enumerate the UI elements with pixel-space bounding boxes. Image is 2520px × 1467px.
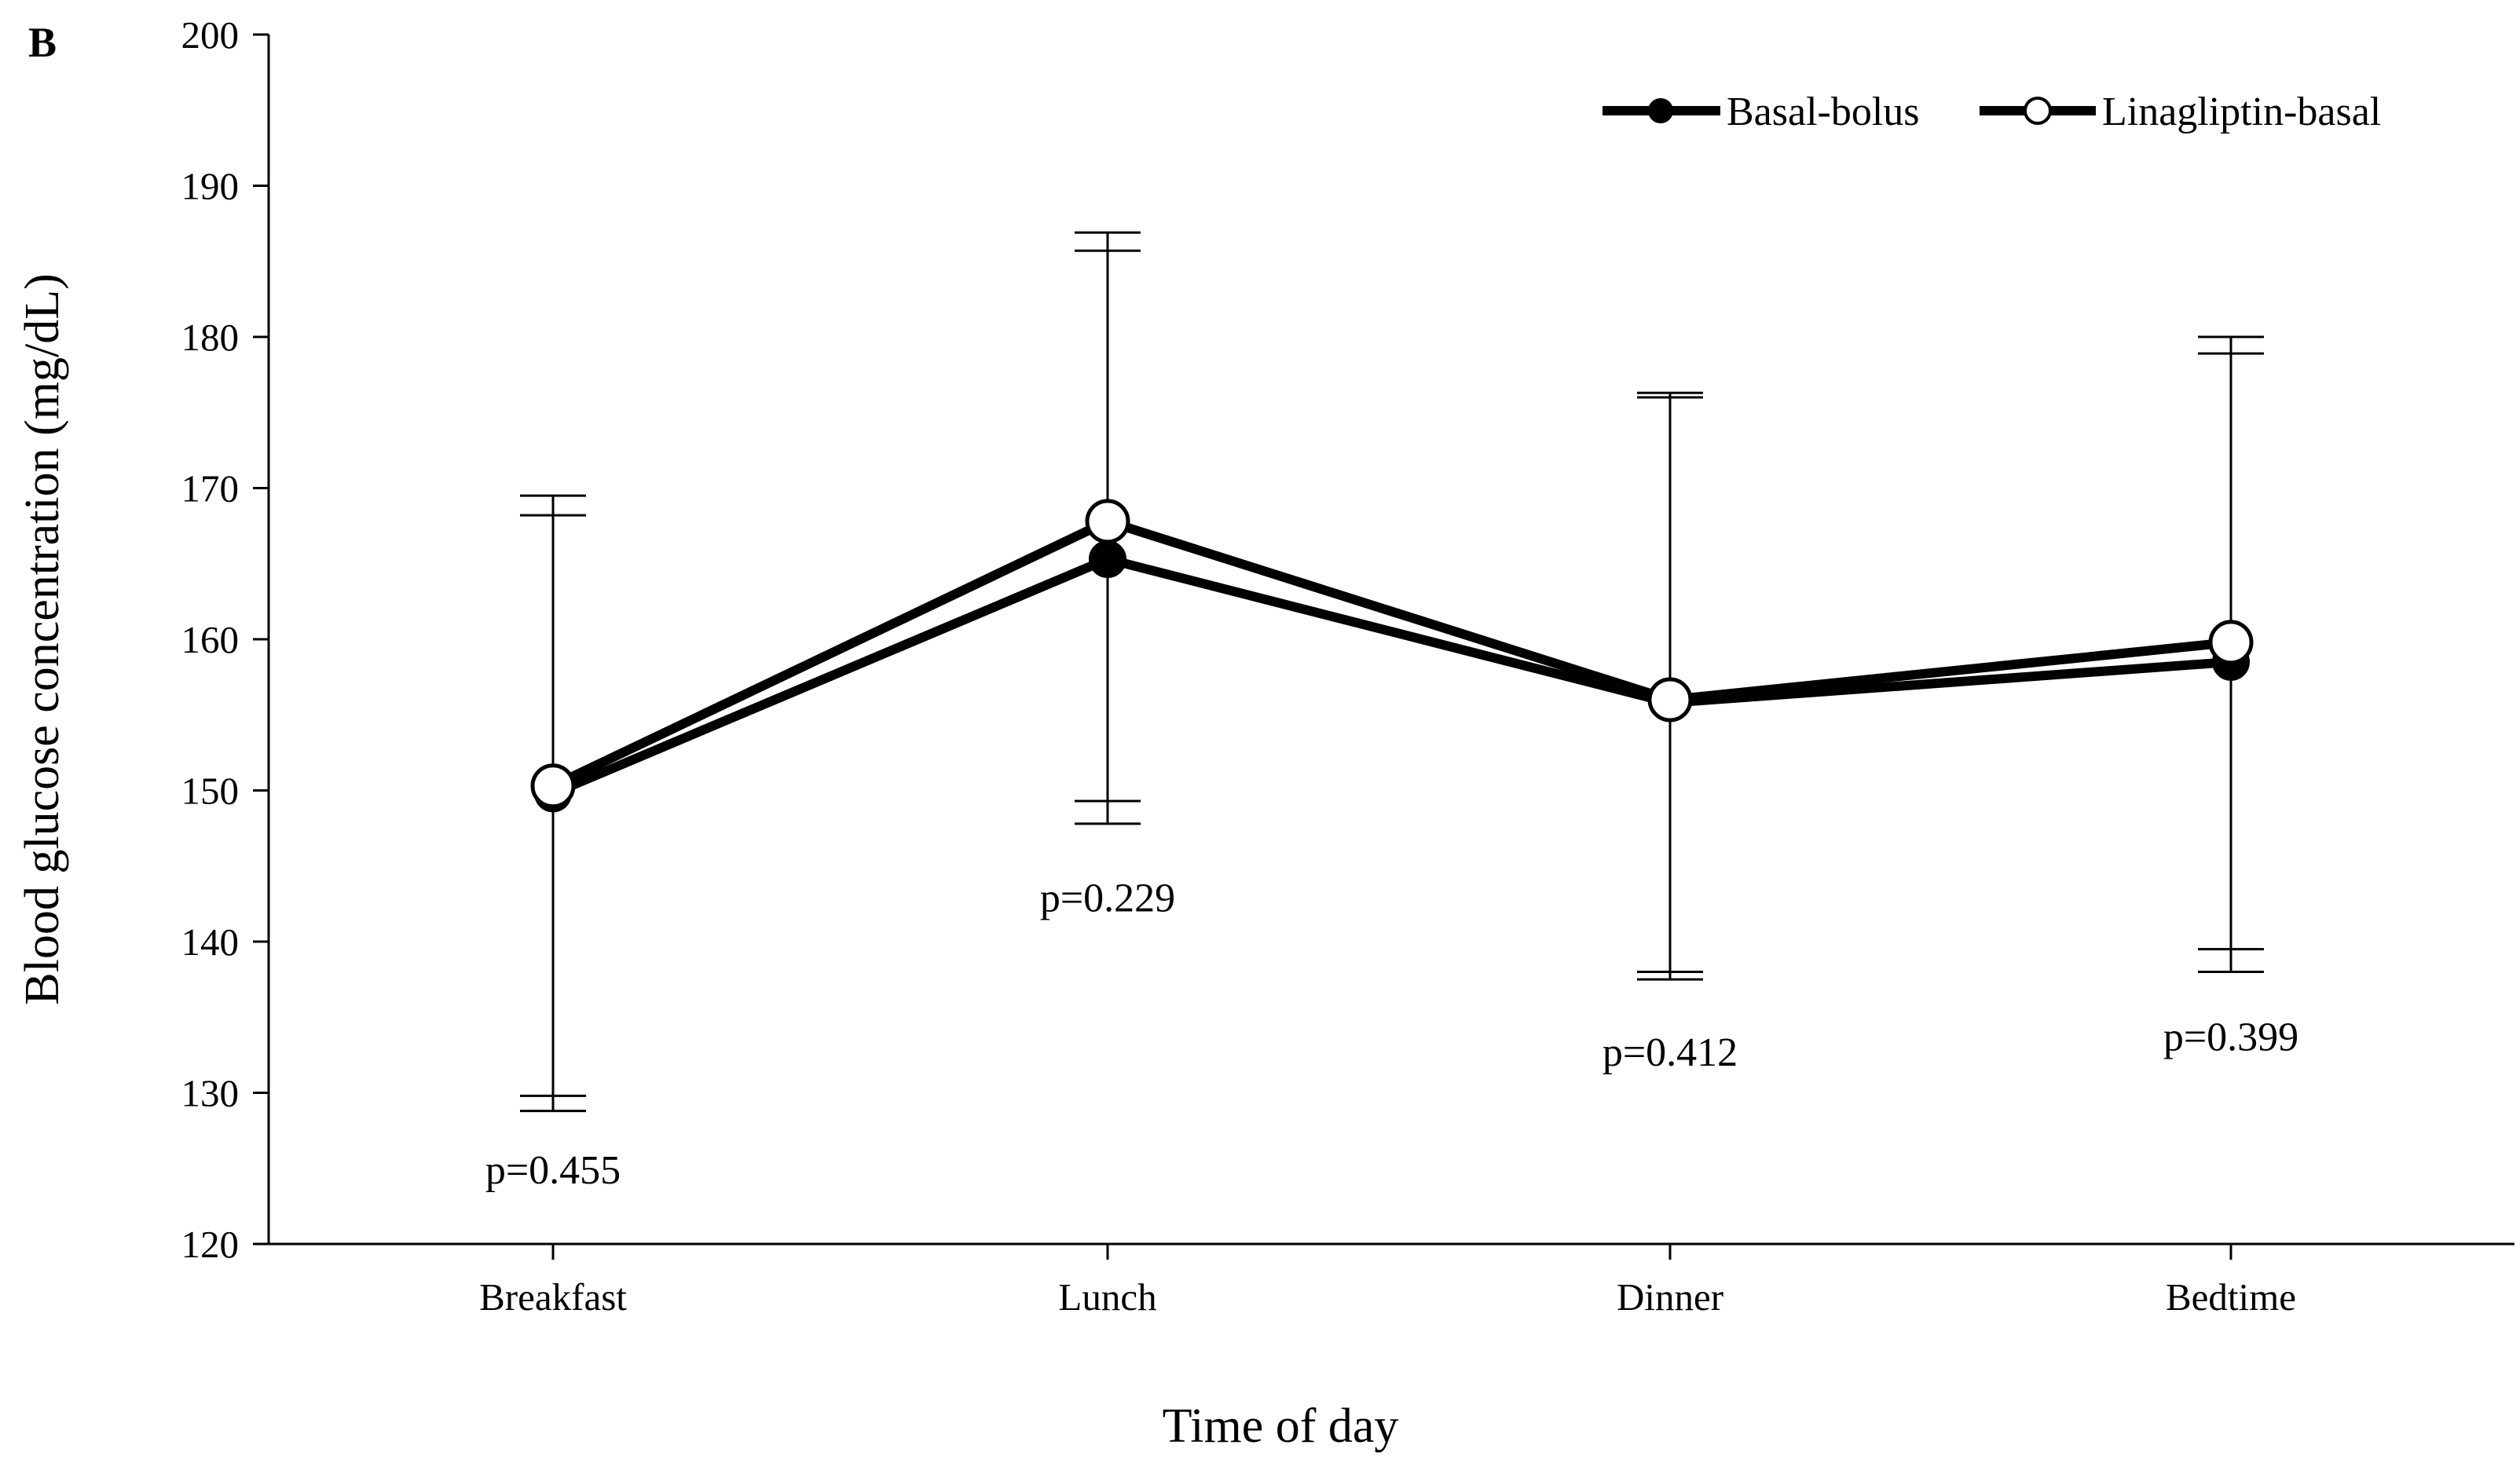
y-tick-label: 170	[181, 467, 240, 510]
y-tick-label: 120	[181, 1223, 240, 1266]
linagliptin-basal-point	[530, 763, 576, 809]
p-value-label: p=0.412	[1602, 1030, 1738, 1075]
x-ticks: Breakfast Lunch Dinner Bedtime	[479, 1244, 2296, 1319]
annotations: p=0.455 p=0.229 p=0.412 p=0.399	[485, 876, 2298, 1194]
series-line-linagliptin-basal	[551, 516, 2232, 791]
y-tick-label: 160	[181, 618, 240, 661]
legend-marker-linagliptin-basal	[2024, 97, 2052, 125]
legend-label-linagliptin-basal: Linagliptin-basal	[2102, 90, 2381, 134]
y-tick-label: 150	[181, 770, 240, 813]
linagliptin-basal-point	[1647, 677, 1693, 723]
panel-label: B	[28, 19, 57, 66]
y-tick-label: 200	[181, 13, 240, 57]
legend-label-basal-bolus: Basal-bolus	[1727, 90, 1920, 134]
y-tick-label: 190	[181, 165, 240, 208]
series-line-basal-bolus	[551, 554, 2232, 798]
legend-marker-basal-bolus	[1648, 98, 1673, 123]
y-ticks: 120 130 140 150 160 170 180 190 200	[181, 13, 269, 1266]
linagliptin-basal-point	[2208, 620, 2254, 665]
y-tick-label: 140	[181, 920, 240, 964]
axes	[267, 35, 2515, 1246]
linagliptin-basal-point	[1085, 499, 1130, 544]
legend: Basal-bolus Linagliptin-basal	[1602, 90, 2381, 134]
p-value-label: p=0.455	[485, 1148, 621, 1193]
y-tick-label: 180	[181, 316, 240, 359]
y-axis-title: Blood glucose concentration (mg/dL)	[16, 273, 69, 1004]
basal-bolus-point	[1089, 540, 1126, 578]
y-tick-label: 130	[181, 1072, 240, 1115]
x-tick-label: Bedtime	[2166, 1275, 2296, 1319]
p-value-label: p=0.399	[2163, 1015, 2298, 1060]
markers	[530, 499, 2254, 813]
x-tick-label: Breakfast	[479, 1275, 627, 1319]
series-lines	[551, 516, 2232, 798]
x-axis-title: Time of day	[1163, 1399, 1399, 1453]
x-tick-label: Lunch	[1058, 1275, 1156, 1319]
x-tick-label: Dinner	[1617, 1275, 1723, 1319]
p-value-label: p=0.229	[1040, 876, 1175, 921]
